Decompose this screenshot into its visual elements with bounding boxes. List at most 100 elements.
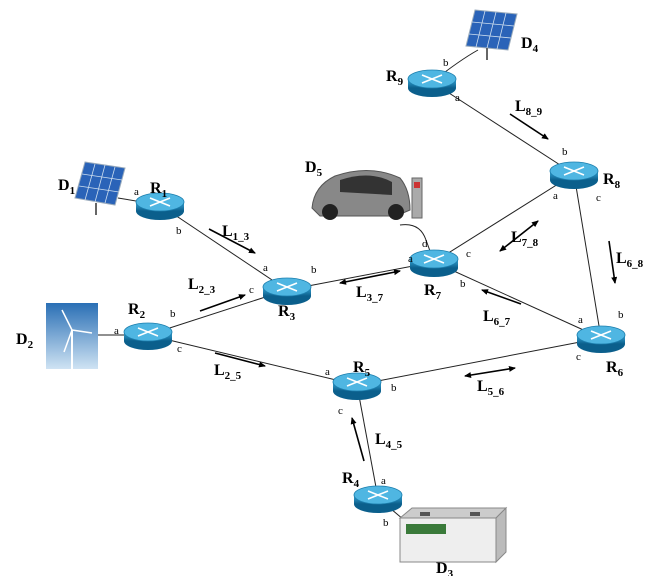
- router: [408, 70, 456, 97]
- link-label: L2_5: [214, 362, 242, 382]
- device-label-name: D: [305, 159, 317, 176]
- flow-arrow: [465, 368, 515, 376]
- link-line: [160, 205, 287, 290]
- router: [354, 486, 402, 513]
- link-label-name: L: [214, 362, 225, 379]
- router-label-index: 9: [398, 76, 404, 88]
- port-label: a: [381, 475, 386, 487]
- port-label: b: [311, 264, 317, 276]
- router-label: R7: [424, 282, 442, 302]
- wind-turbine: [46, 303, 98, 369]
- router: [333, 373, 381, 400]
- router-label-index: 6: [618, 367, 624, 379]
- port-label: a: [408, 253, 413, 265]
- link-line: [432, 82, 574, 174]
- electric-car: [312, 170, 422, 220]
- device-label-name: D: [436, 560, 448, 576]
- router-label: R6: [606, 359, 624, 379]
- port-label: a: [455, 92, 460, 104]
- link-label-index: 5_6: [488, 386, 505, 398]
- link-label: L4_5: [375, 431, 403, 451]
- link-label-index: 6_7: [494, 316, 511, 328]
- links: [98, 50, 601, 525]
- link-label-index: 2_3: [199, 284, 216, 296]
- port-label: b: [443, 57, 449, 69]
- device-label: D2: [16, 331, 34, 351]
- router-label-name: R: [150, 180, 162, 197]
- router-label-name: R: [386, 68, 398, 85]
- port-label: a: [114, 325, 119, 337]
- link-arrows: [200, 114, 615, 461]
- link-label-name: L: [515, 98, 526, 115]
- device-label: D1: [58, 177, 75, 197]
- router-label-name: R: [606, 359, 618, 376]
- device-label-index: 4: [533, 43, 539, 55]
- link-label-name: L: [483, 308, 494, 325]
- link-label-index: 3_7: [367, 292, 384, 304]
- router-label-name: R: [128, 301, 140, 318]
- link-label-index: 2_5: [225, 370, 242, 382]
- link-line: [434, 262, 601, 338]
- link-label-name: L: [511, 229, 522, 246]
- router-label-index: 7: [436, 290, 442, 302]
- link-label: L2_3: [188, 276, 216, 296]
- port-label: b: [383, 517, 389, 529]
- device-label-name: D: [16, 331, 28, 348]
- link-label-index: 8_9: [526, 106, 543, 118]
- link-label-index: 1_3: [233, 231, 250, 243]
- device-label-index: 2: [28, 339, 34, 351]
- router-label: R8: [603, 171, 621, 191]
- flow-arrow: [352, 418, 364, 461]
- router-label: R2: [128, 301, 146, 321]
- port-label: a: [263, 262, 268, 274]
- port-label: b: [176, 225, 182, 237]
- router-label-name: R: [278, 303, 290, 320]
- link-label: L6_8: [616, 250, 644, 270]
- device-label-index: 5: [317, 167, 323, 179]
- router-label-index: 1: [162, 188, 168, 200]
- router-label: R4: [342, 470, 360, 490]
- port-label: c: [576, 351, 581, 363]
- device-label-name: D: [521, 35, 533, 52]
- link-label-name: L: [477, 378, 488, 395]
- router-label: R3: [278, 303, 296, 323]
- router-label-index: 3: [290, 311, 296, 323]
- link-label-name: L: [188, 276, 199, 293]
- flow-arrow: [609, 241, 615, 283]
- router-label-name: R: [353, 359, 365, 376]
- port-label: a: [325, 366, 330, 378]
- router-label-index: 5: [365, 367, 371, 379]
- link-label: L1_3: [222, 223, 250, 243]
- link-label: L8_9: [515, 98, 543, 118]
- flow-arrow: [482, 290, 521, 304]
- link-label-index: 7_8: [522, 237, 539, 249]
- solar-panel: [75, 162, 125, 215]
- port-label: c: [249, 284, 254, 296]
- device-label: D4: [521, 35, 539, 55]
- router-label-index: 2: [140, 309, 146, 321]
- device-label: D5: [305, 159, 323, 179]
- port-label: b: [562, 146, 568, 158]
- device-label-name: D: [58, 177, 70, 194]
- link-label: L3_7: [356, 284, 384, 304]
- port-label: d: [422, 238, 428, 250]
- port-label: b: [391, 382, 397, 394]
- router: [550, 162, 598, 189]
- link-label: L6_7: [483, 308, 511, 328]
- port-label: c: [596, 192, 601, 204]
- link-label: L5_6: [477, 378, 505, 398]
- flow-arrow: [200, 295, 245, 311]
- device-label-index: 1: [70, 185, 76, 197]
- router-label-name: R: [424, 282, 436, 299]
- router-label-name: R: [342, 470, 354, 487]
- port-label: b: [170, 308, 176, 320]
- router: [136, 193, 184, 220]
- router-label: R9: [386, 68, 404, 88]
- link-label-name: L: [375, 431, 386, 448]
- network-diagram: R1abR2abcR3abcR4abR5abcR6abcR7abcdR8abcR…: [0, 0, 672, 576]
- link-label-index: 4_5: [386, 439, 403, 451]
- port-label: b: [618, 309, 624, 321]
- router: [577, 326, 625, 353]
- router-label-name: R: [603, 171, 615, 188]
